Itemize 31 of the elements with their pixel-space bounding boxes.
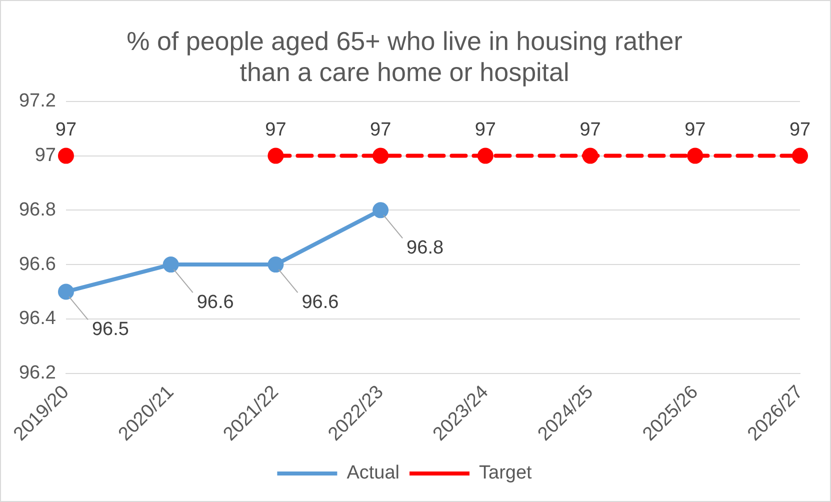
point bbox=[792, 148, 808, 164]
point bbox=[582, 148, 598, 164]
data-label: 97 bbox=[474, 120, 496, 141]
point bbox=[268, 148, 284, 164]
point bbox=[58, 148, 74, 164]
y-tick-label: 97.2 bbox=[18, 90, 56, 112]
point bbox=[58, 284, 74, 300]
point bbox=[372, 202, 389, 218]
point bbox=[162, 256, 179, 273]
legend-label: Target bbox=[479, 462, 533, 484]
data-label: 97 bbox=[55, 120, 77, 141]
chart-title: % of people aged 65+ who live in housing rather than a care home or hospital bbox=[126, 26, 683, 87]
data-label: 96.8 bbox=[406, 237, 444, 258]
data-label: 96.5 bbox=[92, 318, 129, 340]
y-tick-label: 96.8 bbox=[18, 199, 56, 220]
y-tick-label: 96.6 bbox=[18, 254, 56, 275]
data-label: 97 bbox=[580, 120, 601, 141]
point bbox=[268, 256, 284, 273]
data-label: 96.6 bbox=[196, 292, 234, 313]
y-tick-label: 97 bbox=[34, 145, 56, 166]
data-label: 96.6 bbox=[302, 292, 339, 313]
y-tick-label: 96.2 bbox=[18, 362, 56, 384]
point bbox=[687, 148, 704, 164]
y-tick-label: 96.4 bbox=[18, 308, 56, 330]
point bbox=[477, 148, 494, 164]
point bbox=[372, 148, 389, 164]
data-label: 97 bbox=[370, 120, 392, 141]
data-label: 97 bbox=[265, 120, 286, 141]
data-label: 97 bbox=[789, 120, 811, 141]
legend-label: Actual bbox=[346, 462, 400, 484]
data-label: 97 bbox=[684, 120, 706, 141]
